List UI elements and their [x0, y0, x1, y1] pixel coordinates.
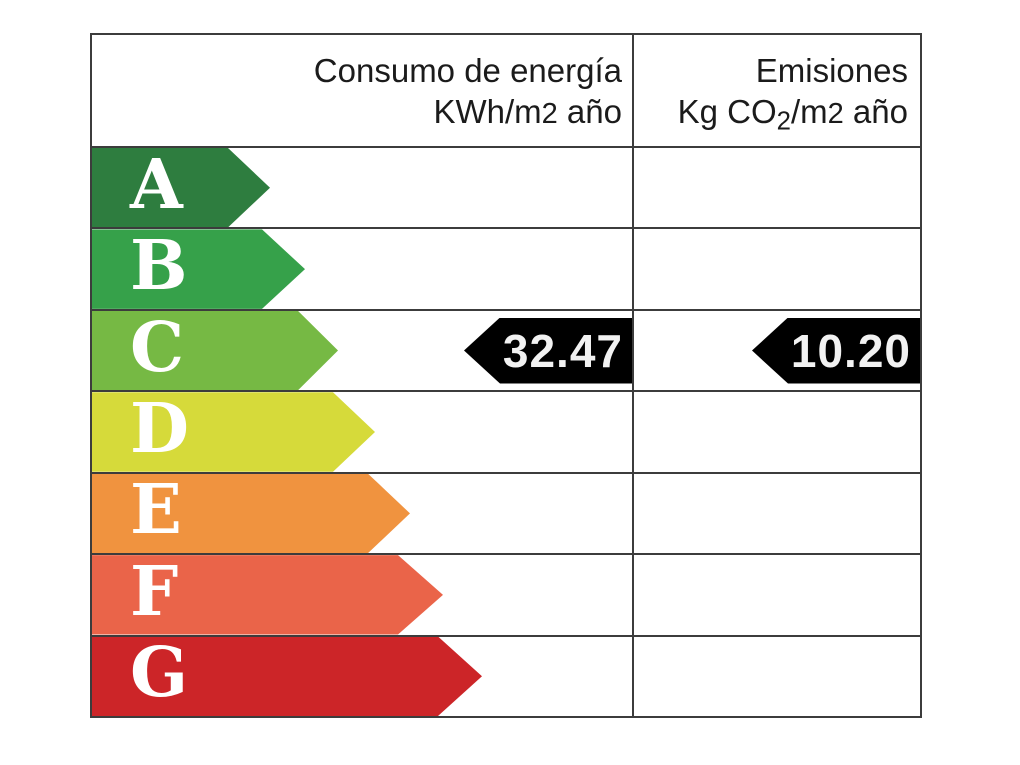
emisiones-value: 10.20	[790, 324, 911, 377]
emisiones-unit-pre: Kg CO	[677, 93, 777, 130]
consumo-cell: D	[92, 388, 632, 472]
consumo-unit-post: año	[557, 93, 622, 130]
rating-letter: B	[130, 226, 188, 307]
emisiones-header-title: Emisiones	[755, 52, 908, 89]
emisiones-unit-post: año	[843, 93, 908, 130]
rating-row: B	[92, 226, 920, 311]
rating-letter: D	[130, 388, 189, 469]
consumo-header: Consumo de energía KWh/m2 año	[92, 35, 632, 146]
rating-row: G	[92, 633, 920, 716]
rating-bar-arrow: D	[92, 388, 375, 472]
emisiones-cell	[632, 148, 920, 228]
consumo-header-title: Consumo de energía	[313, 52, 622, 89]
emisiones-cell	[632, 636, 920, 716]
rating-bar-arrow: G	[92, 633, 482, 716]
rating-letter: A	[130, 144, 183, 225]
emisiones-unit-mid: /m	[790, 93, 828, 130]
emisiones-unit-exp: 2	[827, 98, 844, 130]
rating-letter: C	[130, 307, 185, 388]
consumo-unit-pre: KWh/m	[433, 93, 542, 130]
consumo-value-arrow: 32.47	[464, 317, 632, 384]
consumo-cell: B	[92, 226, 632, 309]
table-header: Consumo de energía KWh/m2 año Emisiones …	[92, 35, 920, 148]
consumo-cell: E	[92, 470, 632, 554]
consumo-unit-exp: 2	[541, 98, 558, 130]
rating-bar-arrow: B	[92, 226, 305, 309]
rating-letter: F	[130, 551, 179, 632]
emisiones-header: Emisiones Kg CO2/m2 año	[632, 35, 920, 146]
emisiones-cell	[632, 473, 920, 554]
emisiones-cell	[632, 555, 920, 635]
rating-table: Consumo de energía KWh/m2 año Emisiones …	[90, 33, 922, 718]
rating-bar-arrow: F	[92, 551, 443, 635]
rating-rows: A B C	[92, 148, 920, 716]
rating-row: D	[92, 388, 920, 474]
rating-letter: G	[130, 633, 189, 714]
emisiones-unit-sub: 2	[776, 107, 791, 136]
consumo-value: 32.47	[502, 324, 623, 377]
consumo-cell: A	[92, 144, 632, 228]
rating-row: E	[92, 470, 920, 556]
consumo-cell: G	[92, 633, 632, 716]
emisiones-header-unit: Kg CO2/m2 año	[634, 91, 908, 142]
emisiones-cell	[632, 229, 920, 309]
consumo-cell: F	[92, 551, 632, 635]
rating-bar-arrow: C	[92, 307, 338, 391]
rating-letter: E	[130, 470, 182, 551]
rating-row: F	[92, 551, 920, 637]
consumo-header-unit: KWh/m2 año	[92, 91, 622, 135]
consumo-cell: C 32.47	[92, 307, 632, 391]
emisiones-value-arrow: 10.20	[752, 317, 920, 384]
rating-row: A	[92, 144, 920, 230]
rating-bar-arrow: E	[92, 470, 410, 554]
emisiones-cell: 10.20	[632, 310, 920, 391]
emisiones-cell	[632, 392, 920, 472]
rating-bar-arrow: A	[92, 144, 270, 228]
rating-row: C 32.47 10.20	[92, 307, 920, 393]
